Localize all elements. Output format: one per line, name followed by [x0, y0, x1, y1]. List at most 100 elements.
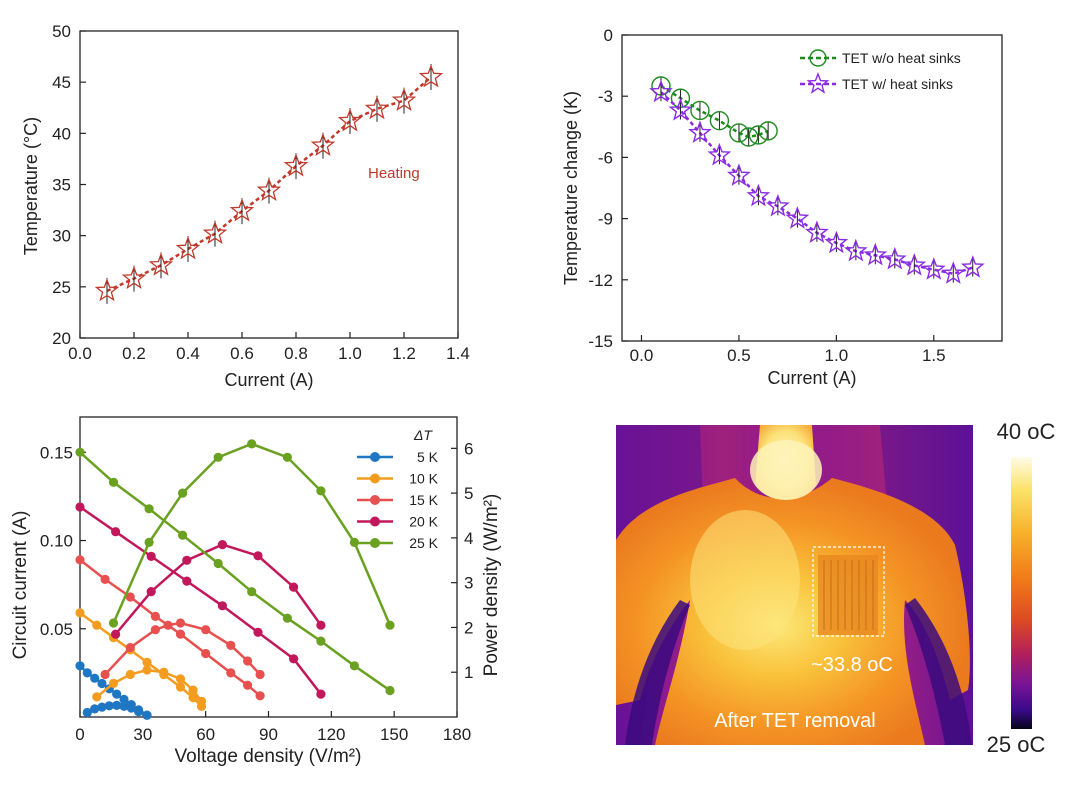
panel-c-right-y-axis-label: Power density (W/m²): [481, 494, 502, 677]
data-point: [882, 246, 907, 270]
x-tick-label: 0.8: [284, 344, 308, 363]
data-point: [707, 142, 732, 166]
current-data-point: [316, 689, 326, 699]
current-data-point: [289, 654, 299, 664]
data-point: [758, 121, 778, 141]
panel-b-x-axis-label: Current (A): [767, 368, 856, 388]
legend-marker: [370, 538, 380, 548]
data-point: [690, 100, 710, 121]
current-data-point: [144, 504, 154, 514]
legend-marker: [370, 495, 380, 505]
current-data-point: [175, 682, 186, 692]
current-data-point: [90, 673, 100, 683]
data-point: [175, 236, 201, 260]
legend-marker: [370, 473, 380, 484]
data-point: [843, 238, 868, 262]
power-data-point: [97, 702, 107, 712]
power-data-point: [213, 452, 223, 462]
panel-a-x-ticks: 0.0 0.2 0.4 0.6 0.8 1.0 1.2 1.4: [68, 332, 470, 363]
data-point: [668, 97, 693, 121]
right-y-tick-label: 5: [464, 484, 473, 503]
x-tick-label: 0.0: [630, 346, 654, 365]
power-data-point: [146, 587, 156, 597]
current-data-point: [217, 601, 227, 611]
x-tick-label: 0.0: [68, 344, 92, 363]
measurement-box: [812, 546, 885, 637]
right-y-tick-label: 1: [464, 663, 473, 682]
x-tick-label: 1.4: [446, 344, 470, 363]
panel-a-y-ticks: 20 25 30 35 40 45 50: [52, 22, 86, 348]
colorbar-min-label: 25 oC: [987, 732, 1046, 757]
current-data-point: [175, 629, 186, 639]
power-data-point: [111, 629, 121, 639]
data-point: [902, 252, 927, 276]
power-data-point: [108, 678, 119, 689]
panel-a-series: [94, 64, 444, 304]
power-data-point: [182, 555, 192, 565]
data-point: [709, 110, 730, 131]
x-tick-label: 0: [75, 725, 84, 744]
panel-c-left-y-axis-label: Circuit current (A): [10, 511, 31, 660]
x-tick-label: 1.2: [392, 344, 416, 363]
current-data-point: [255, 691, 265, 701]
power-data-point: [112, 700, 122, 711]
power-data-point: [126, 703, 136, 713]
data-point: [256, 177, 282, 202]
power-data-point: [243, 656, 253, 666]
panel-c-x-axis-label-text: Voltage density (V/m²): [175, 746, 362, 767]
power-data-point: [90, 704, 100, 714]
panel-b-plot-frame: [621, 34, 1003, 342]
panel-d-thermal-image: ~33.8 oC After TET removal 40 oC 25 oC: [616, 419, 1055, 757]
colorbar: [1011, 457, 1032, 729]
panel-c-left-y-ticks: 0.05 0.10 0.15: [40, 443, 86, 639]
x-tick-label: 90: [259, 725, 278, 744]
data-point: [649, 79, 673, 103]
power-data-point: [175, 618, 186, 628]
data-point: [391, 87, 417, 112]
y-tick-label: -12: [588, 271, 613, 290]
power-data-point: [142, 665, 152, 675]
y-tick-label: 50: [52, 22, 71, 41]
data-point: [310, 132, 336, 157]
power-data-point: [188, 685, 198, 695]
data-point: [418, 64, 444, 88]
power-data-point: [282, 452, 292, 462]
panel-b-y-axis-label: Temperature change (K): [561, 91, 581, 285]
power-data-point: [253, 551, 263, 561]
current-data-point: [213, 558, 223, 569]
y-tick-label: 35: [52, 176, 71, 195]
panel-c-current-and-power-vs-voltage: 0 30 60 90 120 150 180 0.05 0.10 0.15 1 2 3 4 5 6 ΔT …: [10, 416, 502, 767]
x-tick-label: 0.5: [727, 346, 751, 365]
data-point: [804, 220, 829, 244]
current-data-point: [282, 613, 292, 623]
legend-label: 10 K: [409, 471, 438, 487]
data-point: [202, 220, 228, 245]
data-point: [283, 153, 309, 177]
power-data-point: [178, 488, 188, 498]
current-data-point: [75, 447, 85, 457]
panel-b-y-ticks: 0 -3 -6 -9 -12 -15: [588, 26, 628, 351]
power-data-point: [150, 625, 160, 635]
x-tick-label: 60: [196, 725, 215, 744]
power-data-point: [201, 625, 211, 635]
legend-marker: [370, 452, 380, 462]
power-data-point: [289, 582, 299, 592]
legend-marker: [370, 516, 380, 527]
y-tick-label: 45: [52, 73, 71, 92]
legend-label: TET w/o heat sinks: [842, 50, 961, 66]
y-tick-label: -6: [598, 148, 613, 167]
current-data-point: [75, 608, 85, 618]
power-data-point: [316, 620, 326, 630]
power-data-point: [92, 692, 102, 702]
current-data-point: [178, 530, 188, 540]
x-tick-label: 120: [317, 725, 345, 744]
data-point: [824, 230, 849, 254]
legend-label: 20 K: [409, 514, 438, 530]
power-data-point: [163, 620, 173, 630]
legend-item-tet-wo-heat-sinks: TET w/o heat sinks: [800, 49, 961, 67]
panel-b-x-ticks: 0.0 0.5 1.0 1.5: [630, 335, 946, 365]
y-tick-label: 0: [604, 26, 613, 45]
current-data-point: [316, 636, 326, 646]
current-data-point: [100, 574, 110, 585]
power-series-line: [112, 442, 392, 626]
